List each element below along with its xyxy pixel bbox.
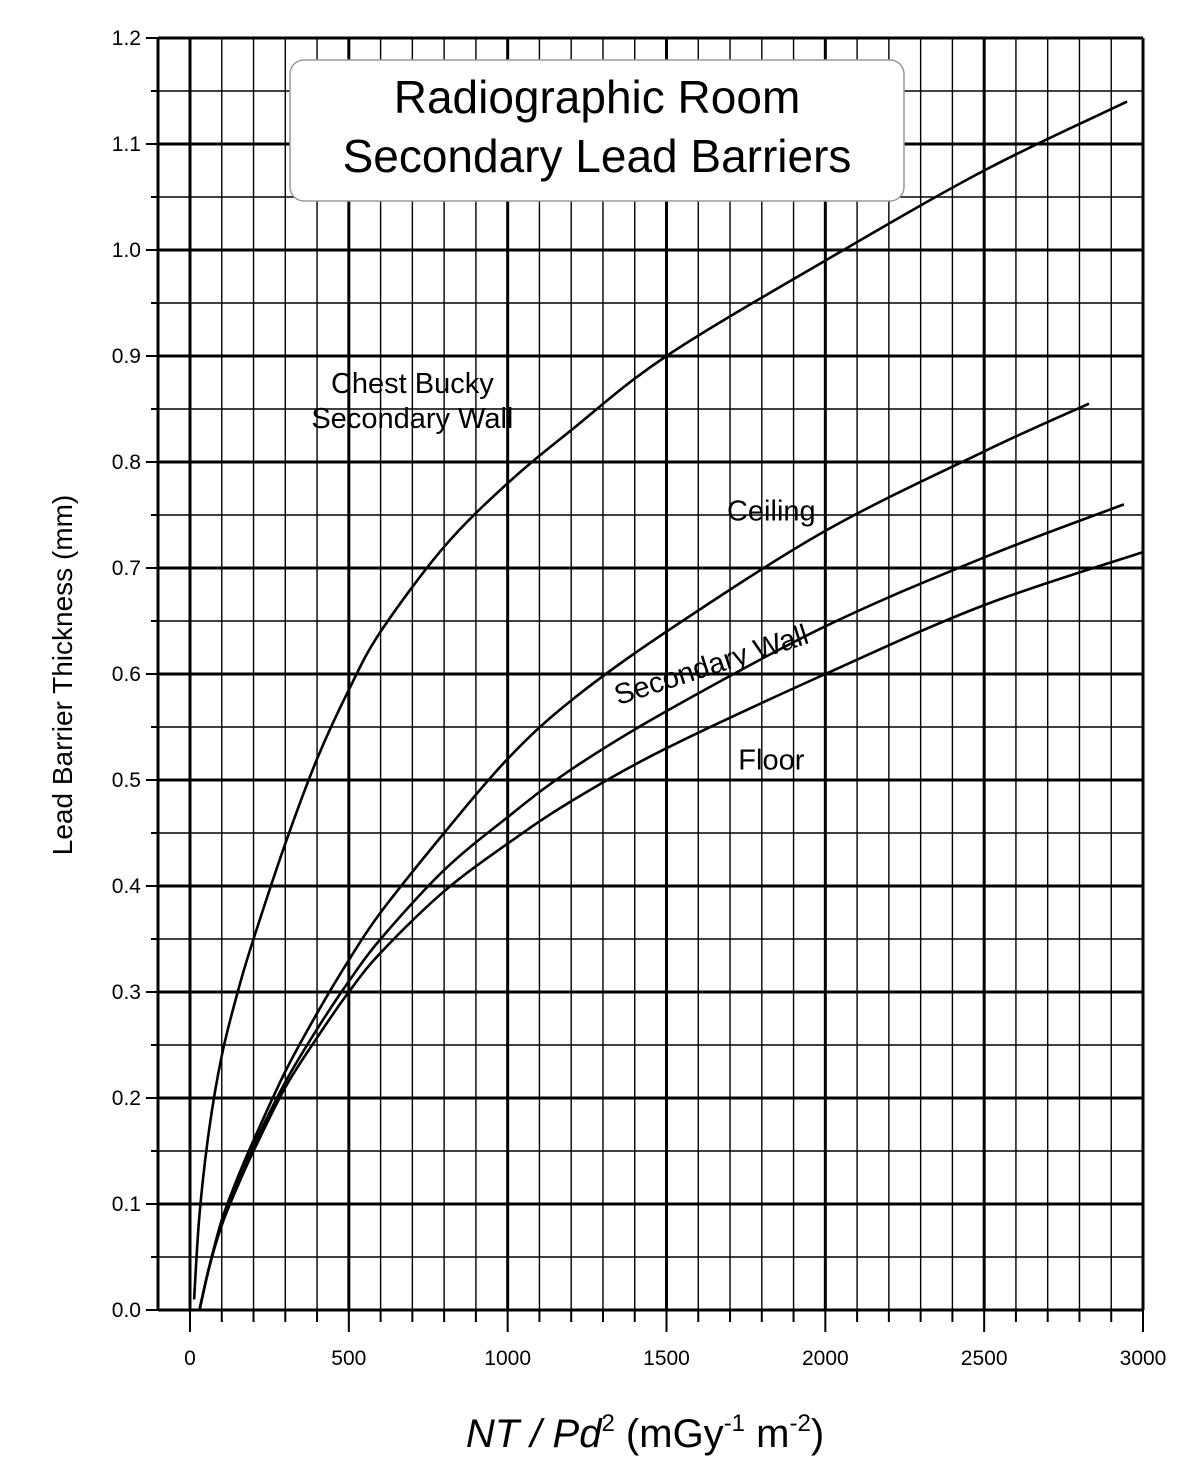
chart-title-line-1: Radiographic Room: [394, 71, 801, 123]
series-line-ceiling: [198, 402, 1090, 1311]
series-label: Secondary Wall: [610, 619, 812, 712]
title-box: [289, 59, 905, 202]
series-label-line: Chest Bucky: [331, 368, 494, 400]
x-tick-label: 1000: [484, 1347, 531, 1370]
y-tick-label: 0.8: [112, 451, 141, 474]
series-label: Ceiling: [727, 495, 816, 527]
x-tick-label: 2500: [961, 1347, 1008, 1370]
x-axis-label-units-mid: m: [745, 1412, 789, 1456]
x-axis-label: NT / Pd2 (mGy-1 m-2): [466, 1410, 824, 1456]
series-labels: Chest Bucky Secondary WallCeilingSecondar…: [311, 368, 815, 776]
y-tick-label: 1.0: [112, 239, 141, 262]
y-tick-label: 0.9: [112, 345, 141, 368]
x-tick-label: 3000: [1120, 1347, 1167, 1370]
series-label-line: Ceiling: [727, 495, 816, 527]
y-tick-labels: 0.0 0.1 0.2 0.3 0.4 0.5 0.6 0.7 0.8 0.9 1.0 1.1 1.2: [112, 27, 142, 1322]
y-tick-label: 0.1: [112, 1193, 141, 1216]
x-axis-label-exp: 2: [601, 1410, 614, 1437]
y-tick-label: 0.4: [112, 875, 142, 898]
x-axis-label-units-exp2: -2: [789, 1410, 810, 1437]
series-line-chest-bucky-secondary-wall: [192, 100, 1128, 1300]
series-line-floor: [198, 550, 1144, 1311]
major-grid: [156, 36, 1145, 1312]
series-curves: [192, 100, 1144, 1311]
series-label-line: Secondary Wall: [311, 403, 513, 435]
x-tick-labels: 0 500 1000 1500 2000 2500 3000: [184, 1347, 1166, 1370]
chart-title-line-2: Secondary Lead Barriers: [343, 130, 852, 182]
y-tick-label: 1.1: [112, 133, 141, 156]
x-axis-label-main: NT / Pd: [466, 1412, 603, 1456]
y-tick-label: 0.7: [112, 557, 141, 580]
y-tick-label: 0.6: [112, 663, 141, 686]
y-tick-label: 0.5: [112, 769, 141, 792]
x-tick-label: 1500: [643, 1347, 690, 1370]
y-tick-label: 0.2: [112, 1087, 141, 1110]
series-label-line: Secondary Wall: [610, 619, 812, 712]
x-axis-label-units-exp1: -1: [724, 1410, 745, 1437]
axis-ticks: [146, 37, 1144, 1332]
x-axis-label-units-open: (mGy: [615, 1412, 724, 1456]
x-tick-label: 0: [184, 1347, 196, 1370]
series-label: Chest Bucky Secondary Wall: [311, 368, 513, 435]
x-tick-label: 500: [331, 1347, 366, 1370]
x-tick-label: 2000: [802, 1347, 849, 1370]
y-axis-label: Lead Barrier Thickness (mm): [47, 495, 78, 855]
title-block: Radiographic Room Secondary Lead Barrier…: [289, 59, 905, 202]
series-label: Floor: [738, 744, 804, 776]
y-tick-label: 1.2: [112, 27, 141, 50]
series-label-line: Floor: [738, 744, 804, 776]
x-axis-label-units-close: ): [811, 1412, 824, 1456]
y-tick-label: 0.3: [112, 981, 141, 1004]
y-tick-label: 0.0: [112, 1299, 141, 1322]
